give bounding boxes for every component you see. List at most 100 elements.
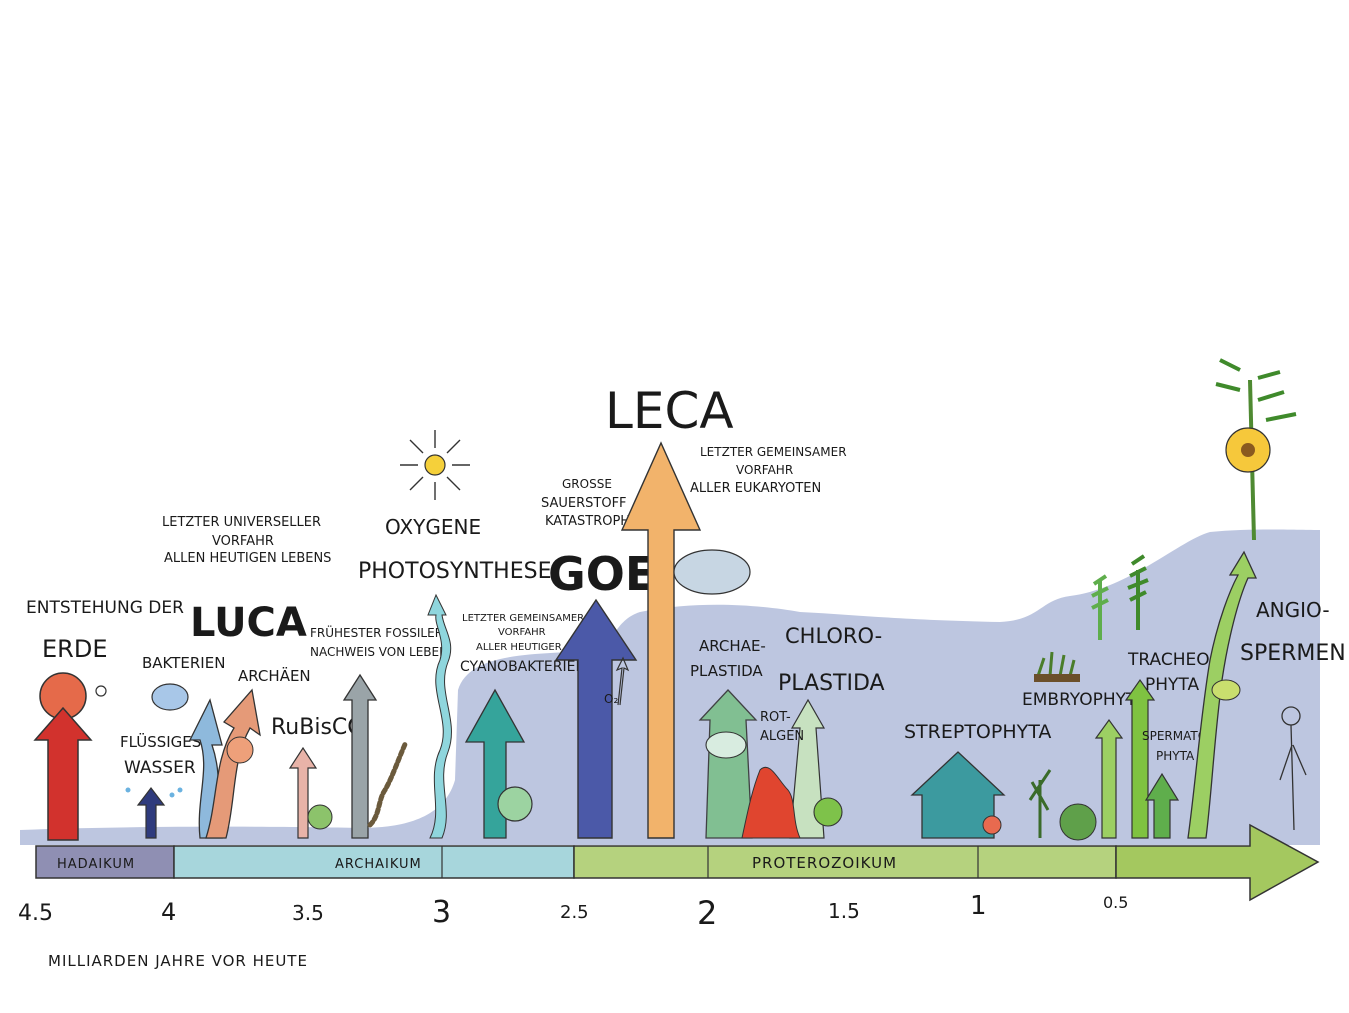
- moss-base: [1034, 674, 1080, 682]
- water-drop: [169, 792, 175, 798]
- era-label-proterozoikum: PROTEROZOIKUM: [752, 854, 897, 872]
- goe-label: KATASTROPHE: [545, 514, 638, 529]
- event-fossil: FRÜHESTER FOSSILER NACHWEIS VON LEBEN: [310, 624, 448, 839]
- tick-label: 4.5: [18, 901, 53, 926]
- era-hadaikum: [35, 845, 175, 879]
- angio-label: ANGIO-: [1256, 598, 1330, 622]
- eukaryote-cell: [673, 549, 751, 595]
- era-bar: HADAIKUM ARCHAIKUM PROTEROZOIKUM: [35, 823, 1320, 902]
- era-arrow-phanerozoic: [1115, 823, 1320, 902]
- tick-label: 1: [970, 891, 987, 921]
- arrow-orange: [620, 441, 702, 839]
- event-tracheophyta: TRACHEO- PHYTA SPERMATO- PHYTA: [1091, 554, 1216, 839]
- fossil-label: NACHWEIS VON LEBEN: [310, 645, 448, 659]
- tick-label: 3.5: [292, 901, 324, 925]
- tick-label: 2: [697, 894, 717, 932]
- event-leca: LECA LETZTER GEMEINSAMER VORFAHR ALLER E…: [605, 382, 847, 839]
- angio-label: SPERMEN: [1240, 641, 1346, 666]
- entstehung-label: ERDE: [42, 635, 107, 663]
- flower-center: [1241, 443, 1255, 457]
- event-streptophyta: STREPTOPHYTA: [904, 721, 1051, 839]
- fossil-chain: [367, 739, 409, 828]
- embryo-label: EMBRYOPHYTA: [1022, 690, 1147, 710]
- oxy-label: PHOTOSYNTHESE: [358, 559, 552, 584]
- time-axis: 4.5 4 3.5 3 2.5 2 1.5 1 0.5 MILLIARDEN J…: [18, 891, 1128, 970]
- rot-label: ALGEN: [760, 729, 804, 744]
- arrow-indigo: [554, 598, 638, 839]
- leca-desc: LETZTER GEMEINSAMER: [700, 445, 847, 459]
- event-cyanobakterien: LETZTER GEMEINSAMER VORFAHR ALLER HEUTIG…: [460, 613, 586, 839]
- strepto-cell: [982, 815, 1002, 835]
- event-oxygene-photosynthese: OXYGENE PHOTOSYNTHESE: [358, 430, 552, 839]
- event-embryophyta: EMBRYOPHYTA: [1022, 651, 1147, 841]
- water-drop: [125, 787, 131, 793]
- small-moon: [95, 685, 107, 697]
- o2-arrow: [615, 656, 630, 706]
- fern-frond: [1091, 574, 1109, 640]
- o2-label: O₂: [604, 692, 618, 706]
- sun-icon: [400, 430, 470, 500]
- leca-title: LECA: [605, 382, 734, 440]
- event-rubisco: RuBisCO: [271, 715, 365, 839]
- tracheo-label: PHYTA: [1145, 675, 1199, 695]
- wasser-label: WASSER: [124, 758, 196, 778]
- moss-tuft: [1036, 651, 1076, 677]
- luca-desc: VORFAHR: [212, 534, 274, 549]
- luca-desc: ALLEN HEUTIGEN LEBENS: [164, 551, 331, 566]
- arrow-salmon-archaeen: [205, 688, 261, 839]
- moss-cushion: [1059, 803, 1097, 841]
- sperma-label: SPERMATO-: [1142, 729, 1212, 743]
- bacterium-cell: [151, 683, 189, 711]
- archae-label: ARCHAE-: [699, 637, 766, 655]
- water-drop: [177, 787, 183, 793]
- redalgae-shape: [741, 767, 801, 839]
- goe-label: SAUERSTOFF: [541, 496, 627, 511]
- arrow-bright-angio: [1187, 550, 1258, 839]
- tracheo-label: TRACHEO-: [1127, 650, 1216, 670]
- arrow-lime: [1094, 718, 1124, 839]
- tick-label: 3: [432, 895, 451, 930]
- event-goe: O₂ GROSSE SAUERSTOFF KATASTROPHE GOE: [541, 477, 656, 839]
- era-archaikum: [173, 845, 575, 879]
- arrow-cyan-wavy: [427, 593, 452, 839]
- chlamydomonas-cell: [813, 797, 843, 827]
- arrow-grey: [342, 673, 378, 839]
- arrow-pink: [288, 746, 318, 839]
- archae-label: PLASTIDA: [690, 662, 763, 680]
- tick-label: 1.5: [828, 899, 860, 923]
- goe-title: GOE: [548, 547, 656, 601]
- event-luca: BAKTERIEN ARCHÄEN LUCA LETZTER UNIVERSEL…: [142, 515, 331, 839]
- wasser-label: FLÜSSIGES: [120, 732, 201, 751]
- archaeen-label: ARCHÄEN: [238, 666, 311, 685]
- tick-label: 4: [161, 898, 176, 926]
- strepto-label: STREPTOPHYTA: [904, 721, 1051, 743]
- era-label-hadaikum: HADAIKUM: [57, 857, 135, 872]
- rubisco-molecule: [307, 804, 333, 830]
- fossil-label: FRÜHESTER FOSSILER: [310, 624, 443, 640]
- palm-leaves: [1215, 358, 1297, 422]
- event-entstehung-erde: ENTSTEHUNG DER ERDE: [26, 598, 184, 841]
- rubisco-label: RuBisCO: [271, 715, 365, 740]
- chloro-label: CHLORO-: [785, 624, 882, 648]
- cyano-label: VORFAHR: [498, 627, 546, 638]
- arrow-navy: [136, 787, 166, 839]
- event-fluessiges-wasser: FLÜSSIGES WASSER: [120, 732, 201, 839]
- event-archaeplastida: ARCHAE- PLASTIDA ROT- ALGEN CHLORO- PLAS…: [690, 624, 885, 839]
- tick-label: 0.5: [1103, 893, 1128, 912]
- cyano-label: LETZTER GEMEINSAMER: [462, 613, 584, 624]
- rot-label: ROT-: [760, 710, 791, 725]
- human-figure-icon: [1279, 706, 1307, 831]
- chloro-label: PLASTIDA: [778, 671, 885, 696]
- arrow-green-sperma: [1144, 772, 1180, 839]
- green-algae-cell: [705, 731, 747, 759]
- luca-desc: LETZTER UNIVERSELLER: [162, 515, 321, 530]
- sperma-label: PHYTA: [1156, 749, 1195, 763]
- arrow-red: [33, 706, 93, 841]
- cyano-label: CYANOBAKTERIEN: [460, 659, 586, 675]
- luca-title: LUCA: [190, 600, 307, 646]
- arrow-teal: [464, 688, 526, 839]
- goe-label: GROSSE: [562, 477, 612, 491]
- axis-label: MILLIARDEN JAHRE VOR HEUTE: [48, 952, 308, 970]
- oxy-label: OXYGENE: [385, 515, 481, 539]
- ginkgo-leaf: [1211, 679, 1241, 701]
